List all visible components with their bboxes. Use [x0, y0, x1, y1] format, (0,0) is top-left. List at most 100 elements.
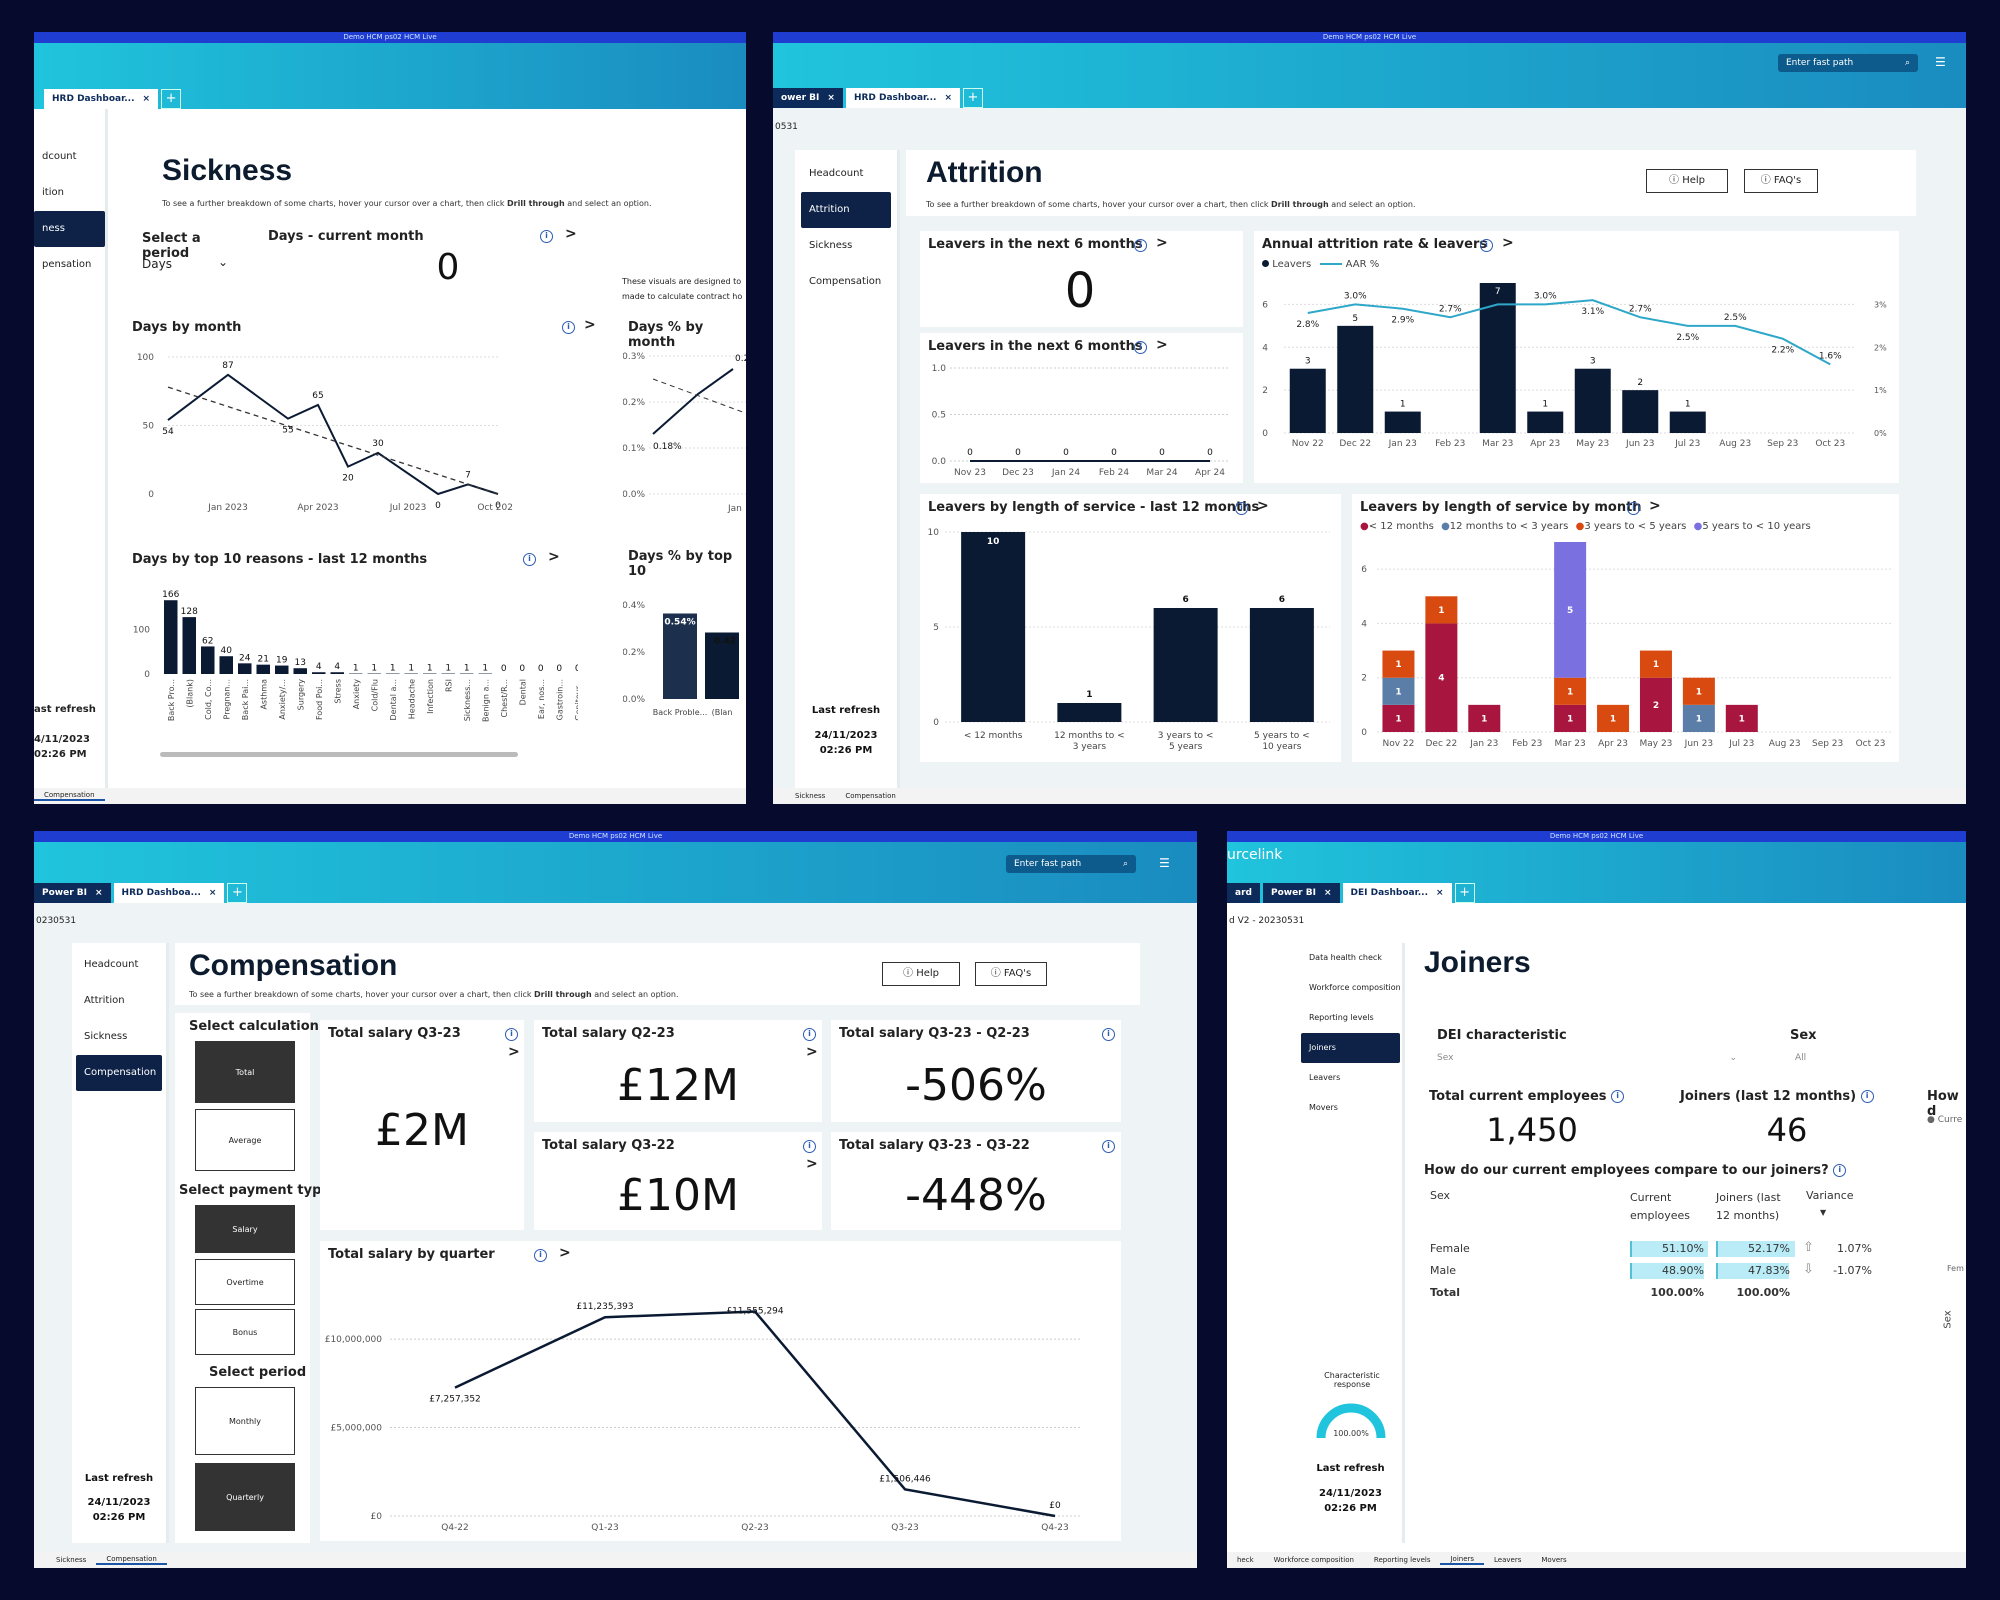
sidebar-item-reporting-levels[interactable]: Reporting levels	[1309, 1013, 1374, 1022]
tab-dei-dashboard[interactable]: DEI Dashboar... ×	[1342, 883, 1452, 903]
close-icon[interactable]: ×	[208, 888, 217, 898]
drill-chevron-icon[interactable]: >	[584, 317, 596, 333]
close-icon[interactable]: ×	[1323, 888, 1332, 898]
period-monthly-button[interactable]: Monthly	[195, 1387, 295, 1455]
page-tab-movers[interactable]: Movers	[1541, 1556, 1567, 1564]
info-icon[interactable]: i	[803, 1140, 816, 1153]
info-icon[interactable]: i	[1480, 239, 1493, 252]
page-tab-compensation[interactable]: Compensation	[845, 792, 896, 800]
table-row[interactable]: Male 48.90% 47.83% ⇩ -1.07%	[1430, 1261, 1880, 1283]
info-icon[interactable]: i	[523, 553, 536, 566]
menu-icon[interactable]: ☰	[1935, 55, 1946, 69]
sidebar-item-attrition[interactable]: ition	[42, 187, 64, 198]
sidebar-item-leavers[interactable]: Leavers	[1309, 1073, 1341, 1082]
period-dropdown[interactable]: Days ⌄	[142, 255, 228, 271]
drill-chevron-icon[interactable]: >	[1502, 235, 1514, 251]
sidebar-item-headcount[interactable]: dcount	[42, 151, 77, 162]
sidebar-item-joiners[interactable]: Joiners	[1301, 1033, 1400, 1063]
sidebar-item-headcount[interactable]: Headcount	[809, 168, 864, 179]
drill-chevron-icon[interactable]: >	[1257, 498, 1269, 514]
page-tab-sickness[interactable]: Sickness	[795, 792, 826, 800]
drill-chevron-icon[interactable]: >	[1156, 235, 1168, 251]
tab-dashboard[interactable]: ard	[1227, 883, 1260, 903]
menu-icon[interactable]: ☰	[1159, 856, 1170, 870]
close-icon[interactable]: ×	[827, 93, 835, 103]
sidebar-item-compensation[interactable]: Compensation	[809, 276, 882, 287]
new-tab-button[interactable]: +	[962, 88, 983, 108]
sidebar-item-attrition[interactable]: Attrition	[801, 192, 891, 228]
page-tab-joiners[interactable]: Joiners	[1440, 1555, 1485, 1565]
page-tab-compensation[interactable]: Compensation	[96, 1555, 167, 1565]
info-icon[interactable]: i	[1102, 1140, 1115, 1153]
sidebar-item-attrition[interactable]: Attrition	[84, 995, 125, 1006]
pay-overtime-button[interactable]: Overtime	[195, 1259, 295, 1305]
sidebar-item-sickness[interactable]: Sickness	[809, 240, 853, 251]
info-icon[interactable]: i	[1611, 1090, 1625, 1103]
page-tab-health[interactable]: heck	[1237, 1556, 1254, 1564]
horizontal-scrollbar[interactable]	[160, 752, 518, 757]
info-icon[interactable]: i	[1134, 239, 1147, 252]
drill-chevron-icon[interactable]: >	[806, 1156, 818, 1172]
calc-total-button[interactable]: Total	[195, 1041, 295, 1103]
new-tab-button[interactable]: +	[227, 883, 248, 903]
info-icon[interactable]: i	[1102, 1028, 1115, 1041]
drill-chevron-icon[interactable]: >	[559, 1245, 571, 1261]
drill-chevron-icon[interactable]: >	[548, 549, 560, 565]
sidebar-item-sickness[interactable]: Sickness	[84, 1031, 128, 1042]
sidebar-item-movers[interactable]: Movers	[1309, 1103, 1338, 1112]
table-row[interactable]: Total 100.00% 100.00%	[1430, 1283, 1880, 1305]
table-header-variance[interactable]: Variance ▼	[1806, 1189, 1854, 1217]
table-header-joiners[interactable]: Joiners (last 12 months)	[1716, 1191, 1781, 1222]
info-icon[interactable]: i	[540, 230, 553, 243]
drill-chevron-icon[interactable]: >	[1156, 337, 1168, 353]
tab-hrd-dashboard[interactable]: HRD Dashboar... ×	[44, 89, 159, 109]
info-icon[interactable]: i	[534, 1249, 547, 1262]
new-tab-button[interactable]: +	[161, 89, 182, 109]
fast-path-input[interactable]: Enter fast path ⌕	[1778, 54, 1918, 72]
tab-power-bi[interactable]: ower BI ×	[773, 88, 843, 108]
info-icon[interactable]: i	[505, 1028, 518, 1041]
help-button[interactable]: ⓘ Help	[882, 962, 960, 986]
fast-path-input[interactable]: Enter fast path ⌕	[1006, 855, 1136, 873]
sex-filter-dropdown[interactable]: All	[1795, 1053, 1807, 1063]
sidebar-item-headcount[interactable]: Headcount	[84, 959, 139, 970]
page-tab-compensation[interactable]: Compensation	[34, 791, 105, 801]
tab-hrd-dashboard[interactable]: HRD Dashboar... ×	[845, 88, 960, 108]
faq-button[interactable]: ⓘ FAQ's	[975, 962, 1047, 986]
info-icon[interactable]: i	[803, 1028, 816, 1041]
pay-bonus-button[interactable]: Bonus	[195, 1309, 295, 1355]
drill-chevron-icon[interactable]: >	[508, 1044, 520, 1060]
table-header-current[interactable]: Current employees	[1630, 1191, 1691, 1222]
new-tab-button[interactable]: +	[1454, 883, 1475, 903]
dei-characteristic-dropdown[interactable]: Sex ⌄	[1437, 1053, 1737, 1063]
sidebar-item-sickness[interactable]: ness	[34, 211, 105, 247]
close-icon[interactable]: ×	[1436, 888, 1444, 898]
sidebar-item-data-health[interactable]: Data health check	[1309, 953, 1382, 962]
pay-salary-button[interactable]: Salary	[195, 1205, 295, 1253]
info-icon[interactable]: i	[1627, 502, 1640, 515]
close-icon[interactable]: ×	[94, 888, 103, 898]
close-icon[interactable]: ×	[142, 94, 151, 104]
info-icon[interactable]: i	[1235, 502, 1248, 515]
table-row[interactable]: Female 51.10% 52.17% ⇧ 1.07%	[1430, 1239, 1880, 1261]
page-tab-workforce[interactable]: Workforce composition	[1273, 1556, 1354, 1564]
drill-chevron-icon[interactable]: >	[1649, 498, 1661, 514]
info-icon[interactable]: i	[562, 321, 575, 334]
sidebar-item-workforce[interactable]: Workforce composition	[1309, 983, 1401, 992]
faq-button[interactable]: ⓘ FAQ's	[1744, 169, 1818, 193]
table-header-sex[interactable]: Sex	[1430, 1189, 1451, 1202]
tab-power-bi[interactable]: Power BI ×	[1262, 883, 1340, 903]
info-icon[interactable]: i	[1833, 1164, 1847, 1177]
info-icon[interactable]: i	[1860, 1090, 1874, 1103]
help-button[interactable]: ⓘ Help	[1646, 169, 1728, 193]
page-tab-sickness[interactable]: Sickness	[56, 1556, 87, 1564]
page-tab-reporting[interactable]: Reporting levels	[1373, 1556, 1431, 1564]
tab-hrd-dashboard[interactable]: HRD Dashboa... ×	[113, 883, 225, 903]
close-icon[interactable]: ×	[944, 93, 952, 103]
page-tab-leavers[interactable]: Leavers	[1494, 1556, 1522, 1564]
drill-chevron-icon[interactable]: >	[806, 1044, 818, 1060]
sidebar-item-compensation[interactable]: pensation	[42, 259, 92, 270]
sidebar-item-compensation[interactable]: Compensation	[76, 1055, 162, 1091]
info-icon[interactable]: i	[1134, 341, 1147, 354]
calc-average-button[interactable]: Average	[195, 1109, 295, 1171]
